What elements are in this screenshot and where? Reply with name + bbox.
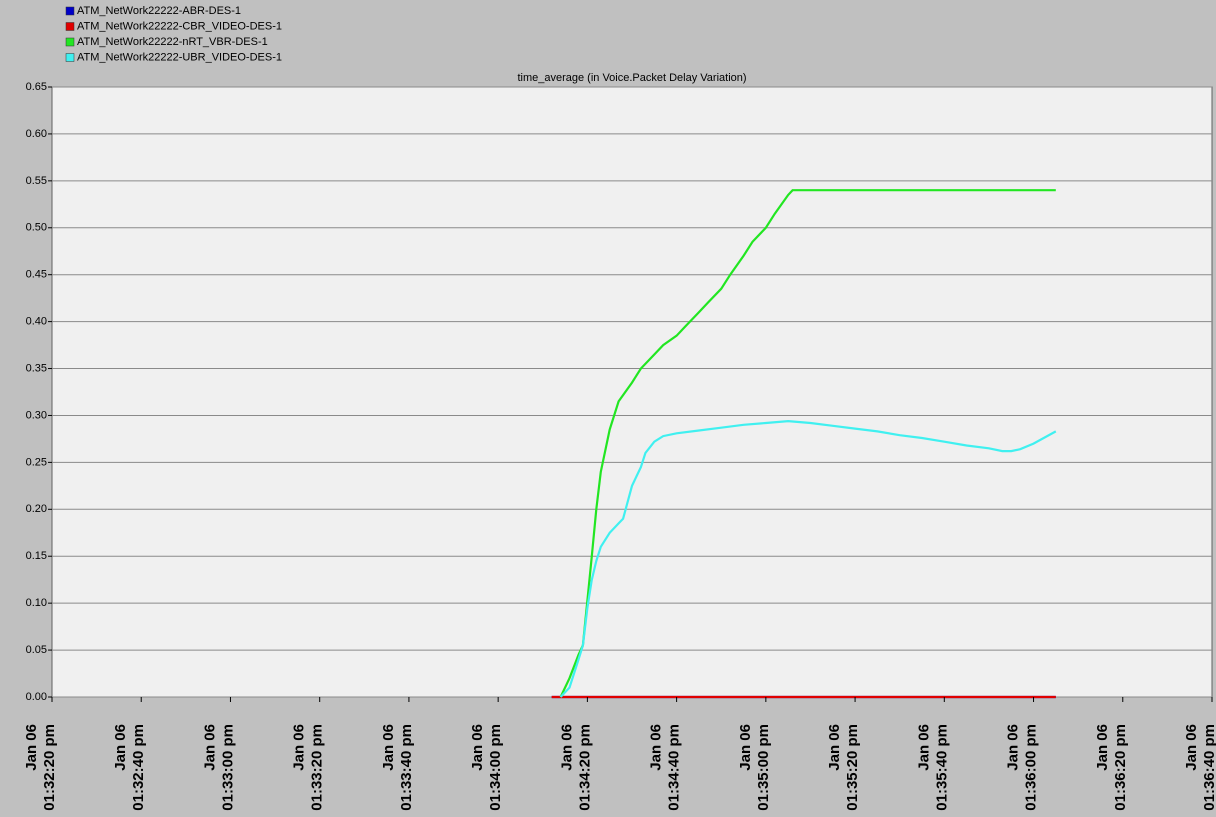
x-tick-label: 01:34:00 pm [487,724,504,811]
x-tick-label: Jan 06 [1094,724,1111,771]
legend-label: ATM_NetWork22222-nRT_VBR-DES-1 [77,36,268,48]
legend-swatch [65,37,75,47]
y-tick-label: 0.60 [26,128,47,140]
x-tick-label: Jan 06 [112,724,129,771]
y-tick-label: 0.55 [26,175,47,187]
x-tick-label: Jan 06 [1005,724,1022,771]
x-tick-label: 01:36:00 pm [1023,724,1040,811]
x-tick-label: Jan 06 [1183,724,1200,771]
x-tick-label: 01:33:20 pm [309,724,326,811]
x-tick-label: 01:36:40 pm [1201,724,1216,811]
y-tick-label: 0.05 [26,644,47,656]
y-tick-label: 0.30 [26,409,47,421]
y-tick-label: 0.20 [26,503,47,515]
legend-label: ATM_NetWork22222-UBR_VIDEO-DES-1 [77,51,282,63]
x-tick-label: Jan 06 [915,724,932,771]
x-tick-label: 01:33:00 pm [219,724,236,811]
y-tick-label: 0.45 [26,269,47,281]
y-tick-label: 0.40 [26,316,47,328]
plot-area [51,86,1213,698]
y-tick-label: 0.10 [26,597,47,609]
legend-label: ATM_NetWork22222-ABR-DES-1 [77,5,241,17]
x-tick-label: 01:35:00 pm [755,724,772,811]
x-tick-label: Jan 06 [23,724,40,771]
y-tick-label: 0.25 [26,456,47,468]
x-tick-label: Jan 06 [826,724,843,771]
x-tick-label: 01:35:40 pm [933,724,950,811]
y-tick-label: 0.65 [26,81,47,93]
x-tick-label: Jan 06 [648,724,665,771]
x-tick-label: Jan 06 [737,724,754,771]
x-tick-label: 01:34:40 pm [666,724,683,811]
y-tick-label: 0.15 [26,550,47,562]
lines [551,189,1057,699]
legend: ATM_NetWork22222-ABR-DES-1 ATM_NetWork222… [65,5,282,63]
chart-title: time_average (in Voice.Packet Delay Vari… [517,72,746,84]
x-tick-label: 01:35:20 pm [844,724,861,811]
x-tick-label: Jan 06 [291,724,308,771]
x-tick-label: 01:36:20 pm [1112,724,1129,811]
x-tick-label: Jan 06 [558,724,575,771]
y-tick-label: 0.00 [26,691,47,703]
series-line [559,419,1057,698]
x-tick-label: Jan 06 [469,724,486,771]
x-tick-label: Jan 06 [201,724,218,771]
legend-label: ATM_NetWork22222-CBR_VIDEO-DES-1 [77,20,282,32]
x-tick-label: 01:32:20 pm [41,724,58,811]
y-tick-label: 0.50 [26,222,47,234]
axes: 0.00 0.05 0.10 0.15 0.20 0.25 0.30 0.35 0.40 0.45… [23,81,1216,811]
legend-swatch [65,53,75,62]
series-line [559,189,1056,698]
legend-swatch [65,6,75,16]
x-tick-label: 01:32:40 pm [130,724,147,811]
x-tick-label: 01:34:20 pm [576,724,593,811]
grid [52,86,1212,698]
y-tick-label: 0.35 [26,362,47,374]
x-tick-label: 01:33:40 pm [398,724,415,811]
x-tick-label: Jan 06 [380,724,397,771]
legend-swatch [65,22,75,31]
